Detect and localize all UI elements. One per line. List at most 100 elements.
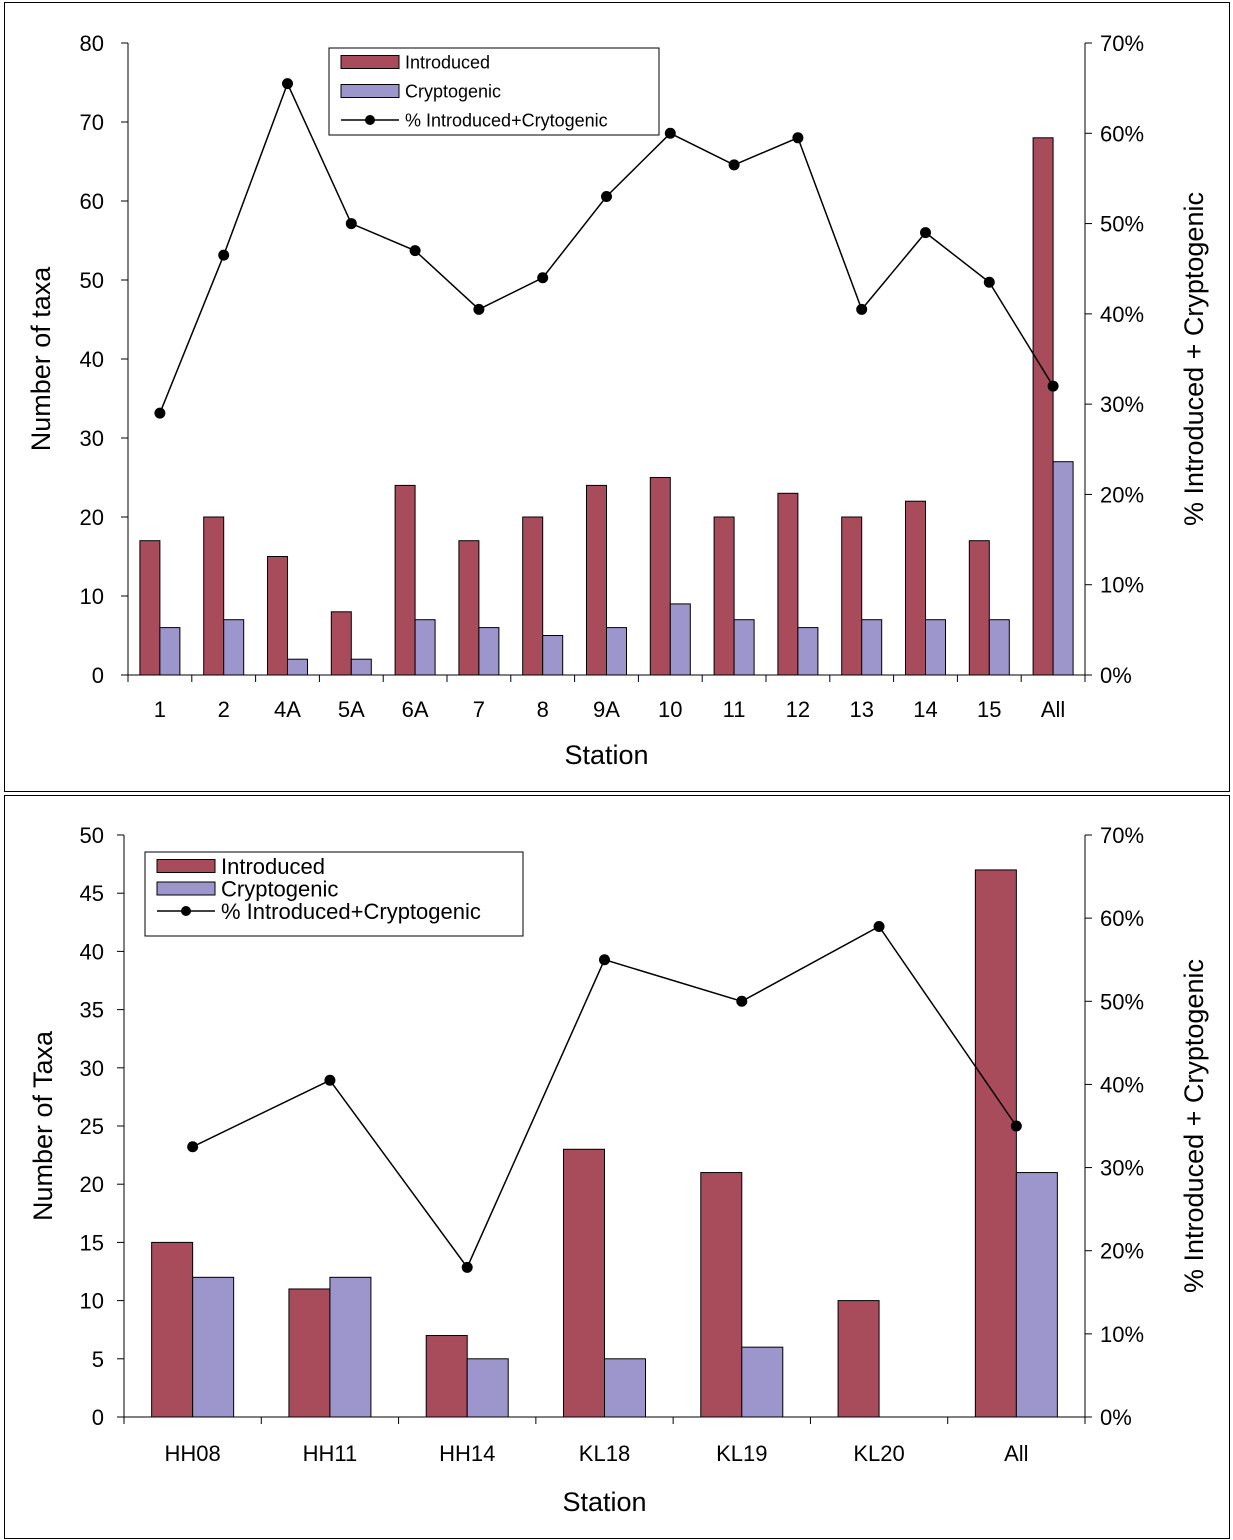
chart-1 bbox=[121, 42, 1092, 682]
y-tick-label-right: 70% bbox=[1100, 31, 1144, 56]
x-tick-label: HH11 bbox=[303, 1441, 358, 1466]
x-tick-label: 4A bbox=[274, 697, 301, 722]
x-tick-label: HH08 bbox=[165, 1441, 221, 1466]
y-tick-label-left: 10 bbox=[80, 584, 104, 609]
y-tick-label-left: 0 bbox=[92, 663, 104, 688]
x-tick-label: 13 bbox=[849, 697, 873, 722]
y-tick-label-right: 10% bbox=[1100, 1322, 1144, 1347]
y-axis-title-left: Number of taxa bbox=[26, 266, 56, 452]
bar-introduced-7 bbox=[458, 540, 480, 676]
bar-cryptogenic-9A bbox=[606, 627, 627, 676]
bar-cryptogenic-All bbox=[1015, 1172, 1058, 1418]
y-tick-label-left: 70 bbox=[80, 110, 104, 135]
y-tick-label-left: 0 bbox=[92, 1405, 104, 1430]
legend-label: Cryptogenic bbox=[221, 876, 338, 901]
bar-introduced-HH11 bbox=[288, 1288, 331, 1418]
legend-marker bbox=[181, 906, 191, 916]
x-tick-label: 14 bbox=[913, 697, 937, 722]
bar-cryptogenic-6A bbox=[414, 619, 436, 676]
bar-introduced-12 bbox=[777, 492, 799, 676]
x-tick-label: All bbox=[1041, 697, 1065, 722]
bar-cryptogenic-13 bbox=[861, 619, 883, 676]
y-tick-label-left: 30 bbox=[80, 1056, 104, 1081]
x-tick-label: 15 bbox=[977, 697, 1001, 722]
bar-introduced-9A bbox=[586, 484, 607, 676]
legend-label: % Introduced+Crytogenic bbox=[405, 110, 608, 130]
percent-point-6A bbox=[409, 245, 421, 257]
x-tick-label: HH14 bbox=[439, 1441, 495, 1466]
x-tick-label: 5A bbox=[338, 697, 365, 722]
bar-cryptogenic-HH11 bbox=[329, 1276, 372, 1418]
percent-point-7 bbox=[473, 303, 485, 315]
y-axis-title-right: % Introduced + Cryptogenic bbox=[1179, 959, 1209, 1293]
x-axis-title: Station bbox=[562, 1487, 646, 1517]
y-tick-label-left: 5 bbox=[92, 1347, 104, 1372]
bar-cryptogenic-4A bbox=[287, 658, 308, 676]
percent-point-KL18 bbox=[599, 954, 610, 966]
bar-cryptogenic-10 bbox=[669, 603, 691, 676]
percent-point-HH11 bbox=[324, 1074, 336, 1086]
x-tick-label: KL18 bbox=[579, 1441, 630, 1466]
percent-point-HH08 bbox=[187, 1141, 199, 1153]
x-tick-label: All bbox=[1004, 1441, 1028, 1466]
bar-introduced-KL20 bbox=[837, 1300, 880, 1418]
percent-point-15 bbox=[983, 276, 995, 288]
legend-swatch bbox=[156, 859, 216, 873]
y-tick-label-right: 50% bbox=[1100, 212, 1144, 237]
bar-introduced-4A bbox=[267, 556, 288, 676]
bar-introduced-All bbox=[974, 869, 1017, 1418]
y-tick-label-left: 30 bbox=[80, 426, 104, 451]
legend-swatch bbox=[340, 84, 400, 98]
y-tick-label-right: 50% bbox=[1100, 989, 1144, 1014]
bar-cryptogenic-All bbox=[1052, 461, 1074, 676]
y-tick-label-left: 50 bbox=[80, 268, 104, 293]
percent-point-12 bbox=[792, 132, 804, 144]
y-tick-label-right: 60% bbox=[1100, 906, 1144, 931]
y-tick-label-left: 15 bbox=[80, 1230, 104, 1255]
y-tick-label-right: 0% bbox=[1100, 663, 1132, 688]
y-tick-label-left: 40 bbox=[80, 939, 104, 964]
percent-point-13 bbox=[856, 303, 868, 315]
bar-cryptogenic-HH08 bbox=[192, 1276, 235, 1418]
y-tick-label-left: 20 bbox=[80, 505, 104, 530]
bar-cryptogenic-KL18 bbox=[604, 1358, 646, 1418]
y-tick-label-right: 70% bbox=[1100, 823, 1144, 848]
x-tick-label: 11 bbox=[723, 697, 746, 722]
bar-introduced-5A bbox=[330, 611, 352, 676]
y-axis-title-right: % Introduced + Cryptogenic bbox=[1179, 192, 1209, 526]
x-tick-label: 9A bbox=[593, 697, 620, 722]
legend-label: Introduced bbox=[221, 854, 325, 879]
percent-point-HH14 bbox=[461, 1261, 473, 1273]
y-tick-label-right: 40% bbox=[1100, 302, 1144, 327]
y-tick-label-right: 20% bbox=[1100, 1239, 1144, 1264]
legend-label: Introduced bbox=[405, 52, 490, 72]
y-tick-label-left: 45 bbox=[80, 881, 104, 906]
y-tick-label-left: 50 bbox=[80, 823, 104, 848]
bar-introduced-15 bbox=[968, 540, 990, 676]
y-tick-label-left: 60 bbox=[80, 189, 104, 214]
y-tick-label-left: 20 bbox=[80, 1172, 104, 1197]
y-tick-label-right: 40% bbox=[1100, 1072, 1144, 1097]
legend-marker bbox=[365, 115, 375, 125]
bar-introduced-KL18 bbox=[563, 1148, 605, 1418]
percent-point-8 bbox=[537, 272, 549, 284]
legend-swatch bbox=[340, 55, 400, 69]
x-tick-label: 6A bbox=[402, 697, 429, 722]
y-tick-label-left: 80 bbox=[80, 31, 104, 56]
bar-introduced-14 bbox=[905, 500, 926, 676]
bar-cryptogenic-7 bbox=[478, 627, 500, 676]
x-tick-label: KL20 bbox=[853, 1441, 904, 1466]
x-tick-label: 10 bbox=[658, 697, 682, 722]
percent-point-11 bbox=[728, 159, 740, 171]
percent-point-All bbox=[1010, 1120, 1022, 1132]
x-tick-label: KL19 bbox=[716, 1441, 767, 1466]
bar-introduced-13 bbox=[841, 516, 863, 676]
bar-introduced-HH08 bbox=[151, 1241, 194, 1418]
legend-label: Cryptogenic bbox=[405, 81, 501, 101]
percent-point-10 bbox=[664, 127, 676, 139]
y-tick-label-left: 35 bbox=[80, 998, 104, 1023]
bar-introduced-2 bbox=[203, 516, 225, 676]
y-tick-label-right: 30% bbox=[1100, 392, 1144, 417]
percent-point-All bbox=[1047, 380, 1059, 392]
